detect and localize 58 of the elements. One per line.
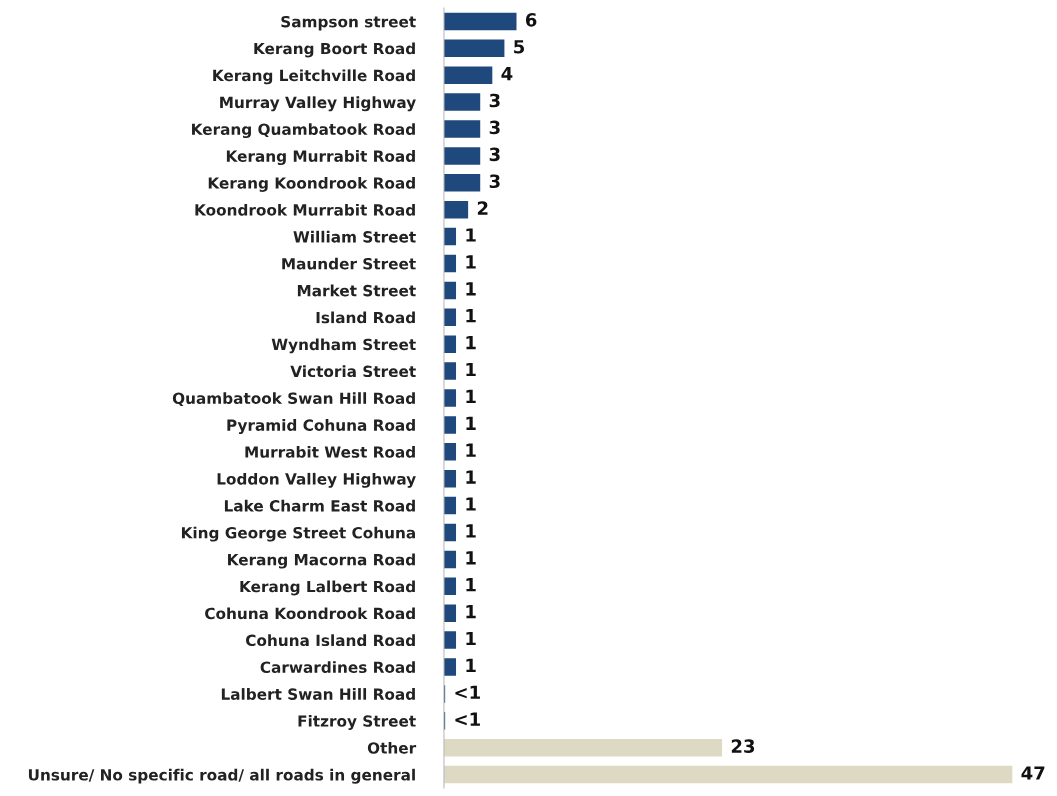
data-label: 6 [525,13,537,27]
y-tick-label: Victoria Street [290,365,416,378]
data-label: 1 [466,309,476,323]
y-tick-label: Unsure/ No specific road/ all roads in general [28,768,415,784]
data-label: 1 [466,389,476,403]
y-tick-label: Cohuna Island Road [246,634,415,647]
data-label: 47 [1021,766,1045,780]
y-tick-label: Loddon Valley Highway [217,472,416,488]
y-tick-label: Lalbert Swan Hill Road [221,688,415,700]
data-label: 1 [466,524,476,538]
y-tick-label: Kerang Lalbert Road [240,580,415,596]
data-label: 2 [477,201,488,215]
data-label: 4 [501,67,513,81]
y-tick-label: Kerang Macorna Road [228,553,415,569]
y-tick-label: King George Street Cohuna [181,526,415,542]
data-label: 3 [489,174,500,189]
data-label: 1 [466,416,476,430]
y-tick-label: Kerang Leitchville Road [213,69,415,85]
data-label: 23 [731,739,755,753]
y-tick-label: Carwardines Road [260,661,415,674]
y-tick-label: Cohuna Koondrook Road [205,607,415,620]
y-tick-label: Pyramid Cohuna Road [227,419,415,434]
y-tick-label: Island Road [316,311,415,324]
data-label: 1 [466,255,476,269]
y-tick-label: Koondrook Murrabit Road [195,203,415,216]
data-label: 1 [466,551,476,565]
data-label: 5 [514,40,525,54]
data-label: 3 [489,93,500,108]
data-label: 1 [466,336,476,350]
data-label: 1 [466,631,476,646]
data-label: 1 [466,658,476,672]
data-label: 1 [466,228,476,242]
y-tick-label: Quambatook Swan Hill Road [172,392,415,407]
data-label: <1 [455,685,480,699]
y-tick-label: Kerang Quambatook Road [192,123,415,139]
y-tick-label: Sampson street [281,15,416,31]
y-tick-label: Lake Charm East Road [224,499,415,512]
y-tick-label: Murrabit West Road [245,445,415,458]
y-tick-label: Market Street [297,284,416,297]
data-label: 1 [466,282,476,296]
y-tick-label: Other [367,741,417,754]
y-tick-label: William Street [293,230,416,243]
y-tick-label: Murray Valley Highway [220,96,416,112]
data-label: <1 [455,712,480,726]
data-label: 1 [466,443,476,457]
y-tick-label: Kerang Koondrook Road [208,177,415,192]
y-tick-label: Kerang Boort Road [254,42,415,58]
data-label: 1 [466,470,476,484]
y-tick-label: Wyndham Street [271,338,416,354]
data-label: 1 [466,578,476,592]
y-tick-label: Fitzroy Street [298,714,416,730]
data-label: 1 [466,605,476,619]
y-tick-label: Maunder Street [282,257,416,270]
data-label: 3 [489,120,500,135]
data-label: 3 [489,147,500,162]
data-label: 1 [466,497,476,511]
y-tick-label: Kerang Murrabit Road [226,150,415,166]
data-label: 1 [466,362,476,377]
